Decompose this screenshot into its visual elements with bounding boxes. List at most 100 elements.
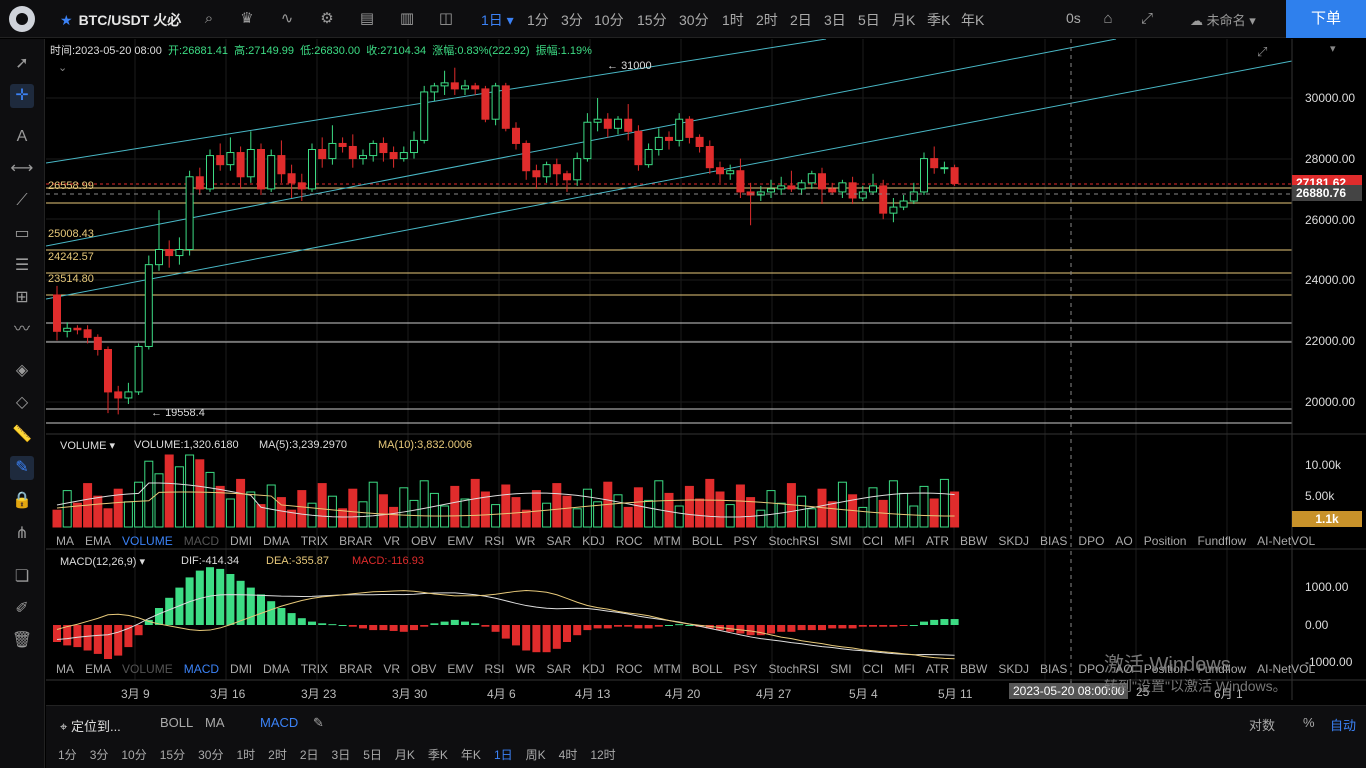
period-shortcut[interactable]: 5日 — [363, 748, 382, 762]
period-shortcut[interactable]: 30分 — [198, 748, 224, 762]
period-shortcut[interactable]: 周K — [525, 748, 546, 762]
indicator-tab-kdj[interactable]: KDJ — [582, 534, 605, 548]
indicator-tab-ma[interactable]: MA — [56, 662, 74, 676]
crosshair-icon[interactable]: ✛ — [10, 84, 34, 108]
weak-magnet-icon[interactable]: ◇ — [15, 394, 29, 411]
cursor-arrow-icon[interactable]: ➚ — [15, 55, 29, 72]
indicator-tab-rsi[interactable]: RSI — [484, 662, 505, 676]
lock-icon[interactable]: 🔒 — [12, 492, 32, 509]
camera-icon[interactable]: ⌂ — [1103, 10, 1113, 27]
indicator-tab-atr[interactable]: ATR — [925, 662, 950, 676]
volume-panel-title[interactable]: VOLUME ▾ — [60, 440, 116, 452]
indicator-tab-ai-netvol[interactable]: AI-NetVOL — [1257, 662, 1316, 676]
indicator-tab-mfi[interactable]: MFI — [894, 534, 915, 548]
indicator-tab-macd[interactable]: MACD — [183, 534, 220, 548]
indicator-tab-smi[interactable]: SMI — [830, 662, 852, 676]
indicator-tab-cci[interactable]: CCI — [862, 534, 884, 548]
ruler-icon[interactable]: 📏 — [12, 426, 32, 443]
indicator-tab-vr[interactable]: VR — [383, 662, 401, 676]
interval-quarter[interactable]: 季K — [927, 12, 951, 28]
fib-grid-icon[interactable]: ⊞ — [15, 289, 29, 306]
period-shortcut[interactable]: 月K — [394, 748, 415, 762]
magnet-icon[interactable]: ◈ — [15, 362, 29, 379]
collapse-chevron-icon[interactable]: ⌄ — [58, 62, 68, 74]
indicator-tab-obv[interactable]: OBV — [411, 534, 437, 548]
indicator-tab-ao[interactable]: AO — [1115, 662, 1133, 676]
tab-macd[interactable]: MACD — [260, 715, 299, 730]
indicator-tab-position[interactable]: Position — [1143, 534, 1187, 548]
indicator-tab-brar[interactable]: BRAR — [339, 534, 373, 548]
crown-icon[interactable]: ♛ — [240, 10, 254, 27]
indicator-tab-position[interactable]: Position — [1143, 662, 1187, 676]
edit-indicator-icon[interactable]: ✎ — [313, 715, 324, 730]
interval-1m[interactable]: 1分 — [527, 12, 549, 28]
interval-1h[interactable]: 1时 — [722, 12, 744, 28]
indicator-tab-dma[interactable]: DMA — [263, 662, 290, 676]
indicator-tab-roc[interactable]: ROC — [615, 662, 643, 676]
parallel-channel-icon[interactable]: ☰ — [14, 257, 30, 274]
interval-15m[interactable]: 15分 — [637, 12, 667, 28]
layout-icon[interactable]: ▥ — [399, 10, 415, 27]
favorite-star-icon[interactable]: ★ — [60, 12, 73, 28]
interval-3m[interactable]: 3分 — [561, 12, 583, 28]
indicator-tab-dmi[interactable]: DMI — [230, 662, 253, 676]
indicator-tab-skdj[interactable]: SKDJ — [998, 662, 1030, 676]
interval-2d[interactable]: 2日 — [790, 12, 812, 28]
scale-auto-toggle[interactable]: 自动 — [1330, 718, 1357, 733]
trend-tool-icon[interactable]: ⟋ — [16, 192, 28, 209]
indicator-tab-wr[interactable]: WR — [515, 662, 536, 676]
period-shortcut[interactable]: 12时 — [590, 748, 616, 762]
period-shortcut[interactable]: 3日 — [331, 748, 351, 762]
period-shortcut[interactable]: 季K — [427, 748, 448, 762]
indicator-tab-atr[interactable]: ATR — [925, 534, 950, 548]
period-shortcut[interactable]: 1日 — [493, 748, 513, 762]
indicator-tab-mtm[interactable]: MTM — [653, 534, 681, 548]
indicator-tab-emv[interactable]: EMV — [447, 662, 474, 676]
edit-list-icon[interactable]: ✐ — [15, 600, 29, 617]
text-tool-icon[interactable]: A — [16, 128, 28, 145]
period-shortcut[interactable]: 1时 — [236, 748, 256, 762]
template-icon[interactable]: ▤ — [359, 10, 375, 27]
period-shortcut[interactable]: 2日 — [299, 748, 319, 762]
indicator-tab-cci[interactable]: CCI — [862, 662, 884, 676]
multi-chart-icon[interactable]: ◫ — [438, 10, 454, 27]
interval-10m[interactable]: 10分 — [594, 12, 624, 28]
panel-chevron-icon[interactable]: ▾ — [1330, 43, 1336, 55]
indicator-tab-fundflow[interactable]: Fundflow — [1197, 534, 1247, 548]
interval-1d-dropdown[interactable]: 1日 ▾ — [481, 12, 514, 28]
period-shortcut[interactable]: 15分 — [159, 748, 186, 762]
indicator-tab-skdj[interactable]: SKDJ — [998, 534, 1030, 548]
indicator-tab-roc[interactable]: ROC — [615, 534, 643, 548]
indicator-tab-dmi[interactable]: DMI — [230, 534, 253, 548]
interval-year[interactable]: 年K — [961, 12, 985, 28]
indicator-tab-sar[interactable]: SAR — [546, 662, 572, 676]
indicator-tab-psy[interactable]: PSY — [733, 534, 758, 548]
account-menu[interactable]: ☁ 未命名 ▾ — [1190, 13, 1256, 28]
interval-5d[interactable]: 5日 — [858, 12, 880, 28]
interval-month[interactable]: 月K — [892, 12, 916, 28]
macd-panel-title[interactable]: MACD(12,26,9) ▾ — [60, 556, 145, 568]
indicator-tab-trix[interactable]: TRIX — [300, 662, 329, 676]
indicator-tab-ao[interactable]: AO — [1115, 534, 1133, 548]
interval-2h[interactable]: 2时 — [756, 12, 778, 28]
indicator-tab-boll[interactable]: BOLL — [691, 662, 723, 676]
indicator-tab-obv[interactable]: OBV — [411, 662, 437, 676]
indicator-tab-fundflow[interactable]: Fundflow — [1197, 662, 1247, 676]
buy-button[interactable]: 下单 — [1286, 0, 1366, 38]
settings-gear-icon[interactable]: ⚙ — [320, 10, 334, 27]
indicator-tab-stochrsi[interactable]: StochRSI — [768, 534, 820, 548]
search-icon[interactable]: ⌕ — [204, 10, 214, 27]
indicator-tab-wr[interactable]: WR — [515, 534, 536, 548]
pen-draw-icon[interactable]: ✎ — [10, 456, 34, 480]
locate-button[interactable]: ⌖ 定位到... — [60, 719, 121, 734]
indicator-tab-dpo[interactable]: DPO — [1078, 534, 1105, 548]
chart-canvas[interactable] — [46, 39, 1366, 704]
bookmark-icon[interactable]: ❏ — [14, 568, 30, 585]
indicator-tab-ema[interactable]: EMA — [85, 534, 112, 548]
trash-icon[interactable]: 🗑 — [11, 632, 33, 649]
indicator-tab-boll[interactable]: BOLL — [691, 534, 723, 548]
indicator-tab-stochrsi[interactable]: StochRSI — [768, 662, 820, 676]
period-shortcut[interactable]: 10分 — [121, 748, 147, 762]
maximize-panel-icon[interactable]: ⤢ — [1257, 44, 1268, 59]
period-shortcut[interactable]: 年K — [460, 748, 481, 762]
